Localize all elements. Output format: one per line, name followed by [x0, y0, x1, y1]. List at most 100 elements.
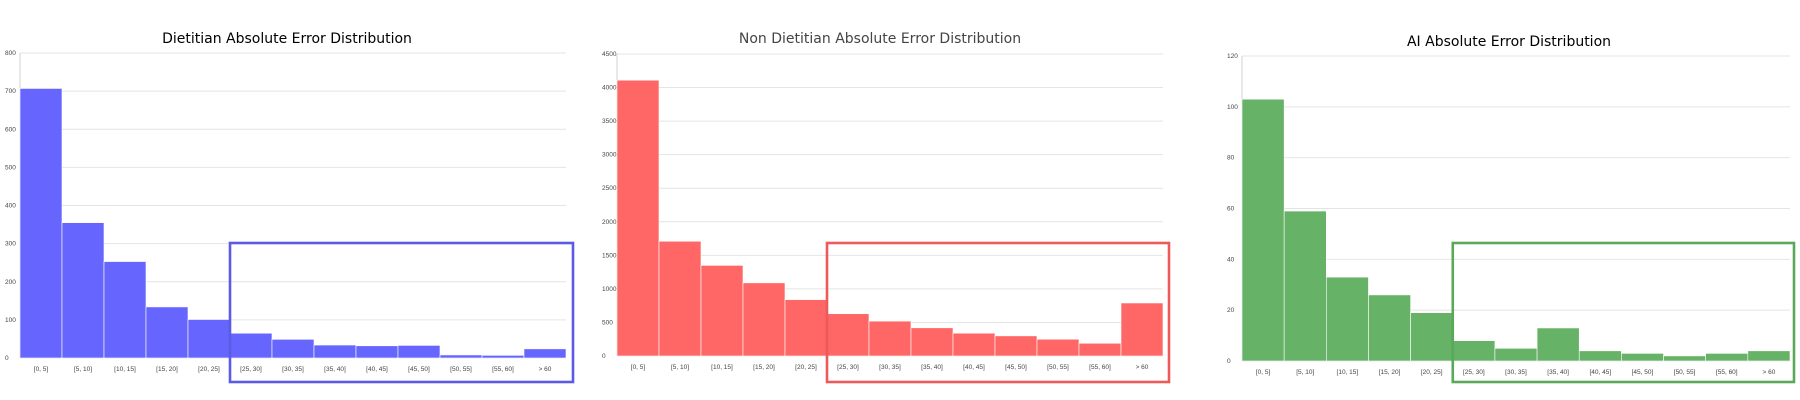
y-tick-label: 300 [5, 241, 16, 248]
y-tick-label: 2000 [602, 219, 617, 226]
x-tick-label: [30, 35] [1505, 369, 1527, 376]
bar [1705, 353, 1749, 362]
x-tick-label: [45, 50] [1005, 364, 1027, 371]
y-tick-label: 500 [602, 319, 613, 326]
bar [1536, 327, 1580, 362]
chart-1: Dietitian Absolute Error Distribution 0 10… [5, 31, 575, 384]
y-tick-label: 100 [5, 317, 16, 324]
y-tick-label: 400 [5, 203, 16, 210]
bar [1078, 342, 1122, 357]
chart-3: AI Absolute Error Distribution 0 20 40 60 80 1… [1227, 34, 1796, 384]
x-tick-label: [25, 30] [837, 364, 859, 371]
y-tick-label: 500 [5, 164, 16, 171]
x-tick-label: [0, 5] [1256, 369, 1271, 376]
x-tick-label: [35, 40] [921, 364, 943, 371]
y-tick-label: 1500 [602, 252, 617, 259]
y-tick-label: 200 [5, 279, 16, 286]
x-tick-label: [20, 25] [795, 364, 817, 371]
bar [742, 282, 786, 357]
x-tick-label: [25, 30] [1463, 369, 1485, 376]
y-tick-label: 40 [1227, 256, 1235, 263]
x-tick-label: [40, 45] [366, 366, 388, 373]
x-tick-label: [10, 15] [114, 366, 136, 373]
x-tick-label: [10, 15] [711, 364, 733, 371]
x-tick-label: [55, 60] [492, 366, 514, 373]
y-tick-label: 60 [1227, 206, 1235, 213]
x-tick-label: [45, 50] [1632, 369, 1654, 376]
bar [481, 355, 525, 359]
highlight-box [228, 241, 575, 384]
x-tick-label: > 60 [1136, 364, 1149, 371]
bar [523, 348, 567, 359]
highlight-box [825, 241, 1171, 384]
bar [868, 320, 912, 357]
x-tick-label: [40, 45] [963, 364, 985, 371]
bar [1663, 355, 1706, 362]
bar [658, 240, 702, 357]
x-tick-label: [25, 30] [240, 366, 262, 373]
x-tick-label: [20, 25] [1421, 369, 1443, 376]
bar [229, 332, 273, 359]
bar [1621, 353, 1664, 362]
bar [1578, 350, 1622, 362]
bar [616, 79, 660, 357]
y-tick-label: 120 [1227, 53, 1238, 60]
y-tick-label: 80 [1227, 155, 1235, 162]
bar [784, 299, 828, 357]
x-tick-label: [30, 35] [879, 364, 901, 371]
y-tick-label: 0 [602, 353, 606, 360]
x-tick-label: [55, 60] [1716, 369, 1738, 376]
y-tick-label: 0 [5, 355, 9, 362]
bar [145, 306, 189, 359]
bar [910, 327, 954, 357]
bar [1494, 347, 1538, 362]
highlight-box [1451, 241, 1796, 384]
bar [994, 335, 1038, 357]
bar [826, 313, 870, 357]
bar [1410, 312, 1454, 362]
x-tick-label: [0, 5] [34, 366, 49, 373]
y-tick-label: 600 [5, 126, 16, 133]
y-tick-label: 20 [1227, 307, 1235, 314]
bar [61, 222, 105, 359]
y-tick-label: 2500 [602, 185, 617, 192]
bar [1036, 338, 1080, 357]
x-tick-label: [5, 10] [74, 366, 92, 373]
bar [1283, 210, 1327, 362]
bar [313, 344, 357, 359]
bar [19, 88, 63, 359]
chart-2: Non Dietitian Absolute Error Distributio… [602, 31, 1171, 384]
x-tick-label: [35, 40] [324, 366, 346, 373]
x-tick-label: [15, 20] [156, 366, 178, 373]
x-tick-label: > 60 [539, 366, 552, 373]
x-tick-label: [15, 20] [753, 364, 775, 371]
x-tick-label: [50, 55] [1047, 364, 1069, 371]
bar [271, 339, 315, 359]
x-tick-label: [50, 55] [450, 366, 472, 373]
chart-title: AI Absolute Error Distribution [1407, 34, 1611, 50]
bar [1452, 340, 1496, 362]
bar [1747, 350, 1791, 362]
x-tick-label: [30, 35] [282, 366, 304, 373]
y-tick-label: 3500 [602, 118, 617, 125]
y-tick-label: 4000 [602, 85, 617, 92]
chart-title: Non Dietitian Absolute Error Distributio… [739, 31, 1021, 47]
bar [952, 332, 996, 357]
x-tick-label: [0, 5] [631, 364, 646, 371]
y-tick-label: 3000 [602, 152, 617, 159]
bar [397, 345, 441, 359]
bar [700, 265, 744, 357]
x-tick-label: [15, 20] [1379, 369, 1401, 376]
bar [1241, 98, 1285, 362]
y-tick-label: 0 [1227, 358, 1231, 365]
y-tick-label: 1000 [602, 286, 617, 293]
bar [187, 319, 231, 359]
bar [355, 345, 399, 359]
bar [439, 354, 483, 359]
x-tick-label: [35, 40] [1547, 369, 1569, 376]
x-tick-label: [20, 25] [198, 366, 220, 373]
y-tick-label: 4500 [602, 51, 617, 58]
bar [1326, 276, 1369, 362]
x-tick-label: [45, 50] [408, 366, 430, 373]
